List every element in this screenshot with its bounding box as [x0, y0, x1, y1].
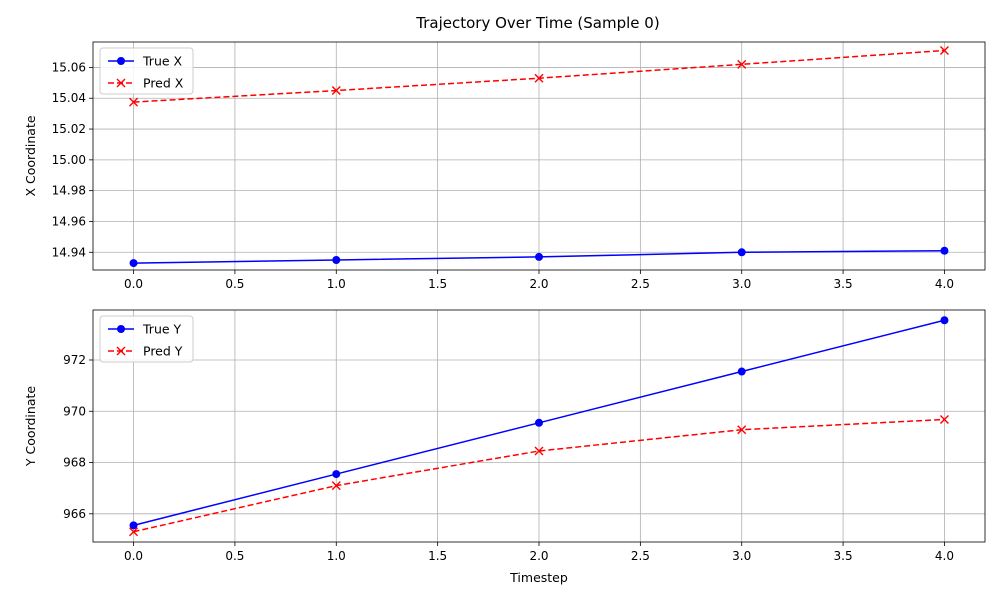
x-tick-label: 2.0 [529, 277, 548, 291]
x-tick-label: 3.5 [834, 277, 853, 291]
data-point [129, 521, 138, 530]
data-point [737, 59, 747, 69]
x-tick-label: 2.0 [529, 549, 548, 563]
data-point [940, 246, 949, 255]
x-tick-label: 0.5 [225, 549, 244, 563]
x-tick-label: 4.0 [935, 549, 954, 563]
x-tick-label: 3.0 [732, 549, 751, 563]
y-tick-label: 970 [63, 404, 86, 418]
legend-label: True X [142, 54, 183, 69]
plot-frame [92, 309, 986, 543]
x-tick-label: 0.5 [225, 277, 244, 291]
y-tick-label: 966 [63, 507, 86, 521]
x-axis-label: Timestep [509, 570, 568, 585]
y-tick-label: 14.94 [52, 245, 86, 259]
data-point [737, 425, 747, 435]
legend-marker [117, 325, 125, 333]
data-point [939, 414, 949, 424]
legend-label: True Y [142, 322, 182, 337]
legend-marker [116, 346, 126, 356]
data-point [737, 367, 746, 376]
data-point [129, 97, 139, 107]
x-tick-label: 3.0 [732, 277, 751, 291]
y-coordinate-panel: 0.0 0.5 1.0 1.5 2.0 2.5 3.0 3.5 4.0 966 968 970 972 Y… [23, 309, 986, 585]
data-point [535, 252, 543, 261]
x-tick-label: 2.5 [631, 549, 650, 563]
plot-frame [92, 41, 986, 271]
data-point [129, 259, 138, 268]
legend-label: Pred X [143, 76, 184, 91]
x-tick-label: 1.0 [327, 549, 346, 563]
x-tick-label: 4.0 [935, 277, 954, 291]
chart-title: Trajectory Over Time (Sample 0) [415, 14, 659, 32]
y-tick-label: 968 [63, 456, 86, 470]
x-tick-label: 2.5 [631, 277, 650, 291]
data-point [534, 73, 544, 83]
y-axis-label: Y Coordinate [23, 386, 38, 467]
series-line-pred-y [133, 418, 945, 533]
legend-marker [117, 57, 125, 65]
data-point [940, 316, 949, 325]
x-tick-label: 0.0 [124, 277, 143, 291]
y-tick-label: 15.04 [52, 91, 86, 105]
data-point [332, 255, 341, 264]
x-tick-label: 1.0 [327, 277, 346, 291]
data-point [535, 418, 543, 427]
x-coordinate-panel: 0.0 0.5 1.0 1.5 2.0 2.5 3.0 3.5 4.0 14.94 14.96 14.… [23, 41, 986, 291]
x-tick-label: 1.5 [428, 549, 447, 563]
data-point [331, 86, 341, 96]
data-point [129, 527, 139, 537]
legend-marker [116, 78, 126, 88]
data-point [331, 481, 341, 491]
y-axis-label: X Coordinate [23, 115, 38, 196]
y-tick-label: 15.02 [52, 122, 86, 136]
y-tick-label: 972 [63, 353, 86, 367]
data-point [939, 45, 949, 55]
y-tick-label: 15.06 [52, 60, 86, 74]
data-point [737, 248, 746, 257]
y-tick-label: 14.96 [52, 214, 86, 228]
data-point [332, 470, 341, 479]
y-tick-label: 14.98 [52, 184, 86, 198]
x-tick-label: 3.5 [834, 549, 853, 563]
legend-label: Pred Y [143, 344, 183, 359]
y-tick-label: 15.00 [52, 153, 86, 167]
x-tick-label: 1.5 [428, 277, 447, 291]
data-point [534, 446, 544, 456]
x-tick-label: 0.0 [124, 549, 143, 563]
